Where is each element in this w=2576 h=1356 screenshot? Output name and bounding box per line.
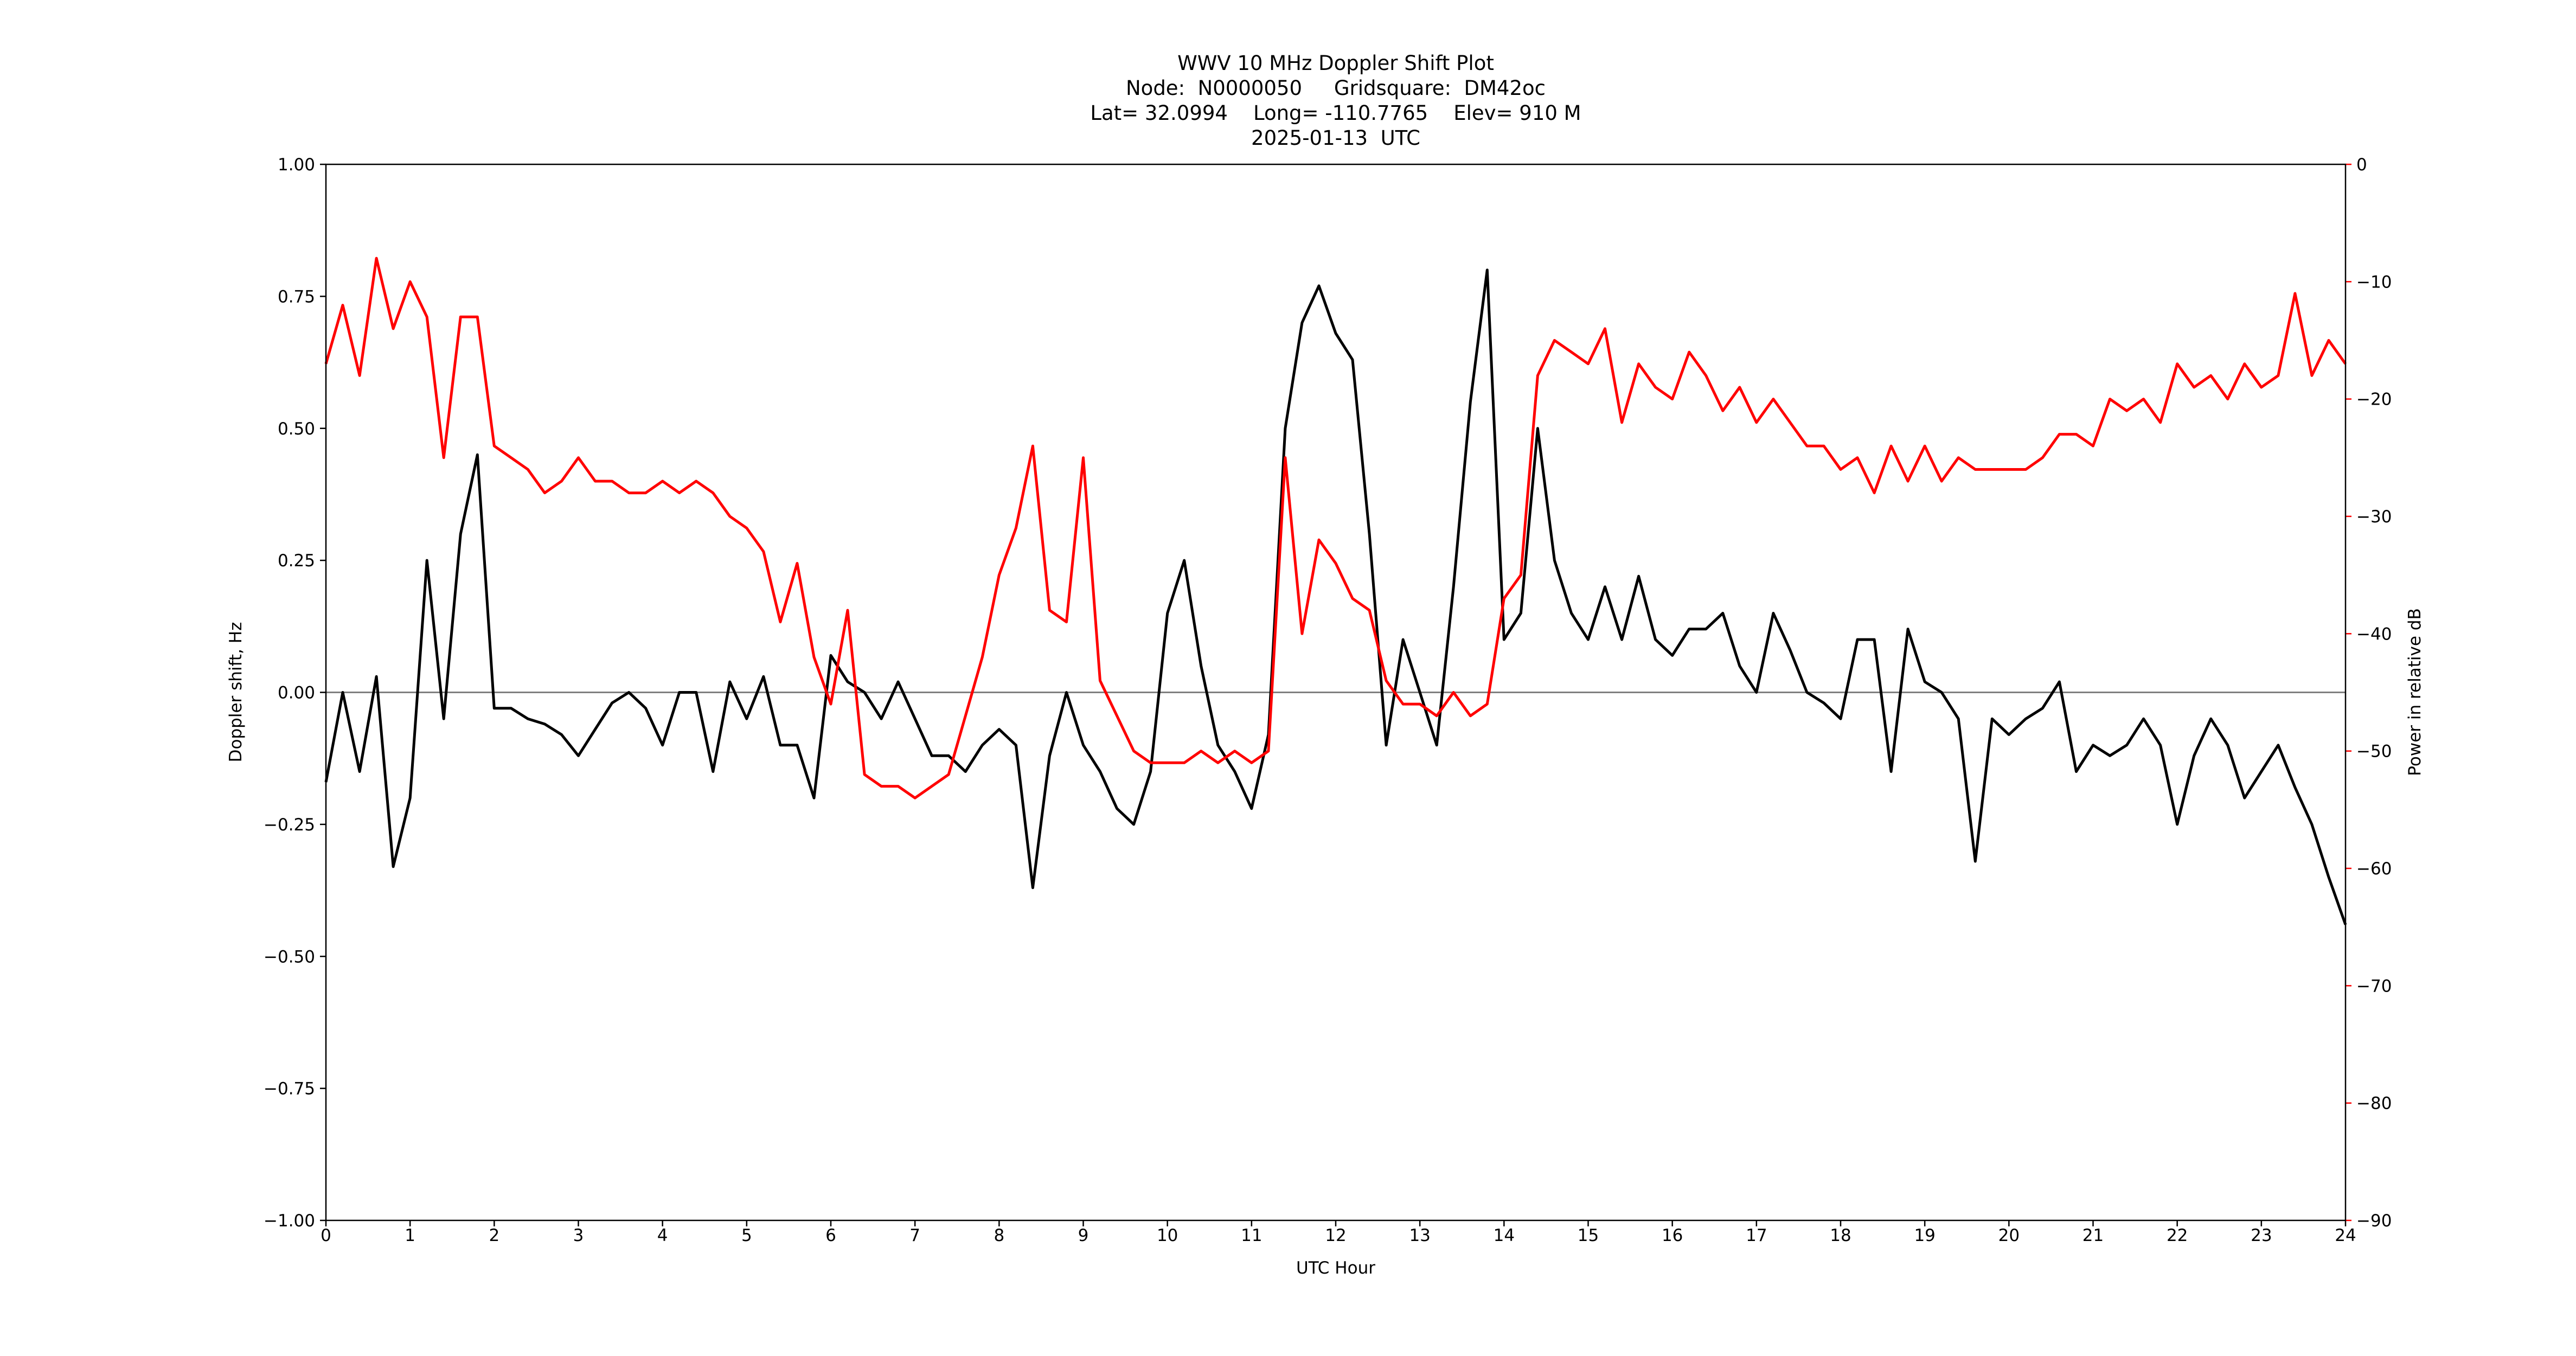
x-tick-label: 9 <box>1078 1226 1089 1245</box>
x-tick-label: 1 <box>405 1226 415 1245</box>
y-axis-label: Doppler shift, Hz <box>226 622 246 763</box>
x-tick-label: 18 <box>1830 1226 1851 1245</box>
y2-tick-label: −90 <box>2356 1211 2392 1231</box>
chart-subtitle: 2025-01-13 UTC <box>1251 126 1420 150</box>
y-tick-label: 1.00 <box>278 155 315 175</box>
series-line <box>324 268 2347 925</box>
y2-tick-label: −30 <box>2356 507 2392 527</box>
x-tick-label: 17 <box>1746 1226 1767 1245</box>
y2-tick-label: −50 <box>2356 742 2392 762</box>
plot-frame <box>325 163 2347 1221</box>
y2-tick-label: 0 <box>2356 155 2367 175</box>
y2-tick-label: −10 <box>2356 272 2392 292</box>
y2-tick-label: −20 <box>2356 390 2392 410</box>
y-tick-label: 0.00 <box>278 683 315 703</box>
x-tick-label: 22 <box>2167 1226 2188 1245</box>
chart-subtitle: Lat= 32.0994 Long= -110.7765 Elev= 910 M <box>1090 101 1581 125</box>
x-tick-label: 19 <box>1914 1226 1935 1245</box>
x-tick-label: 15 <box>1578 1226 1599 1245</box>
x-tick-label: 10 <box>1157 1226 1178 1245</box>
chart-title: WWV 10 MHz Doppler Shift Plot <box>1177 52 1494 75</box>
y-tick-label: −1.00 <box>264 1211 315 1231</box>
x-tick-label: 11 <box>1241 1226 1262 1245</box>
y-tick-label: 0.75 <box>278 287 315 306</box>
y-tick-label: −0.25 <box>264 815 315 835</box>
x-tick-label: 14 <box>1494 1226 1515 1245</box>
x-tick-label: 13 <box>1409 1226 1430 1245</box>
y2-axis-label: Power in relative dB <box>2405 608 2425 776</box>
x-tick-label: 3 <box>573 1226 584 1245</box>
y2-tick-label: −80 <box>2356 1094 2392 1114</box>
y2-tick-label: −70 <box>2356 976 2392 996</box>
x-tick-label: 8 <box>994 1226 1004 1245</box>
y2-tick-label: −60 <box>2356 859 2392 879</box>
chart-subtitle: Node: N0000050 Gridsquare: DM42oc <box>1126 76 1546 100</box>
x-tick-label: 0 <box>321 1226 331 1245</box>
x-tick-label: 16 <box>1662 1226 1683 1245</box>
y2-tick-label: −40 <box>2356 624 2392 644</box>
x-tick-label: 4 <box>657 1226 668 1245</box>
x-tick-label: 12 <box>1325 1226 1346 1245</box>
y-tick-label: −0.50 <box>264 947 315 967</box>
x-tick-label: 2 <box>489 1226 499 1245</box>
x-tick-label: 7 <box>909 1226 920 1245</box>
y-tick-label: −0.75 <box>264 1079 315 1099</box>
y-tick-label: 0.25 <box>278 551 315 571</box>
x-tick-label: 20 <box>1998 1226 2020 1245</box>
x-axis-label: UTC Hour <box>1296 1258 1375 1278</box>
y-tick-label: 0.50 <box>278 419 315 439</box>
x-tick-label: 5 <box>741 1226 752 1245</box>
x-tick-label: 21 <box>2082 1226 2104 1245</box>
x-tick-label: 24 <box>2335 1226 2356 1245</box>
series-line <box>324 257 2347 799</box>
x-tick-label: 23 <box>2251 1226 2272 1245</box>
x-tick-label: 6 <box>825 1226 836 1245</box>
